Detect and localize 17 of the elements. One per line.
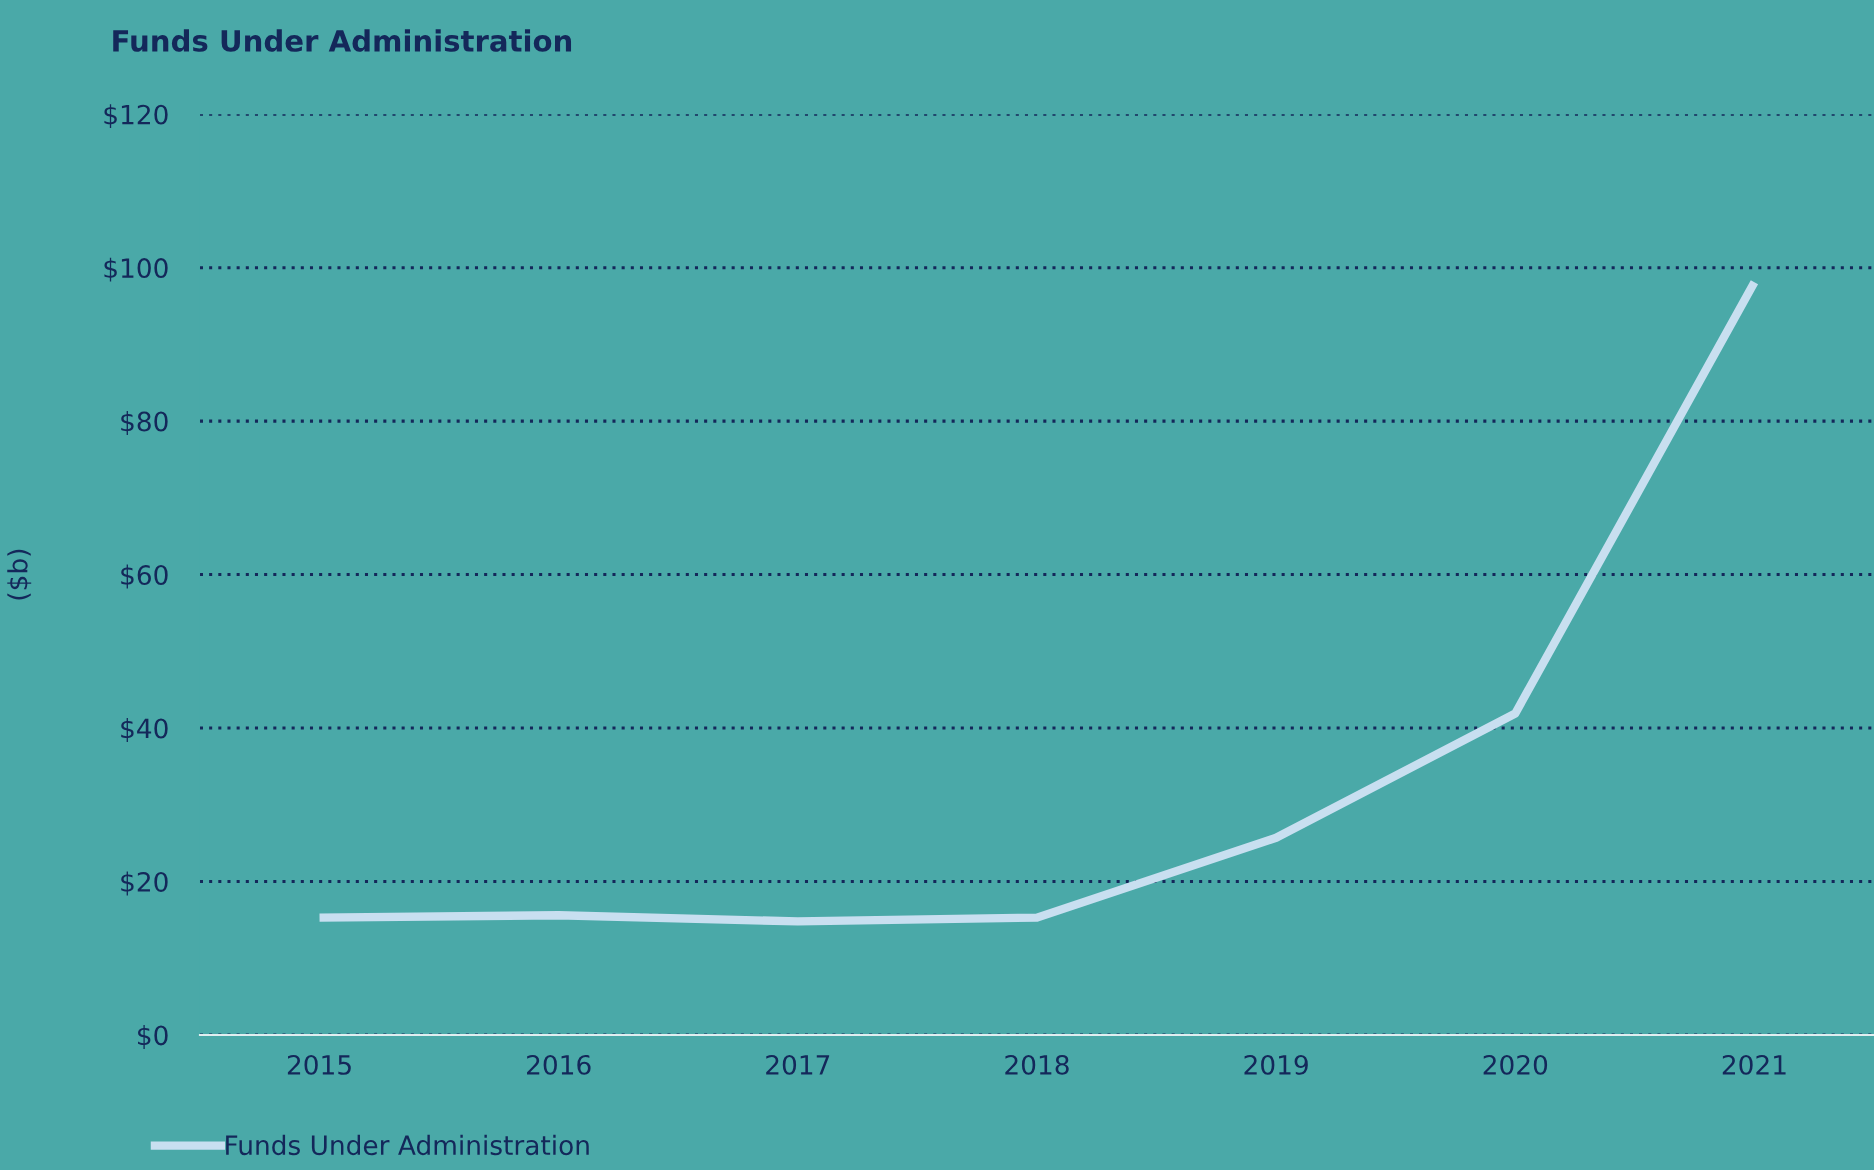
x-tick-label: 2018 — [1005, 1054, 1069, 1075]
y-tick-label: $20 — [121, 871, 168, 896]
y-axis-title: ($b) — [7, 549, 32, 600]
x-tick-label: 2017 — [766, 1054, 830, 1075]
x-tick-label: 2019 — [1244, 1054, 1308, 1075]
x-tick-label: 2015 — [287, 1054, 351, 1075]
legend-label: Funds Under Administration — [226, 1134, 589, 1156]
chart-title: Funds Under Administration — [113, 29, 572, 52]
y-tick-label: $80 — [121, 411, 168, 436]
x-tick-label: 2020 — [1483, 1054, 1548, 1075]
y-tick-label: $0 — [138, 1024, 168, 1049]
y-tick-label: $40 — [121, 718, 168, 742]
x-tick-label: 2016 — [527, 1054, 591, 1075]
x-tick-label: 2021 — [1722, 1054, 1786, 1075]
y-tick-label: $120 — [104, 104, 168, 129]
y-tick-label: $100 — [104, 257, 168, 282]
y-tick-label: $60 — [121, 564, 168, 589]
